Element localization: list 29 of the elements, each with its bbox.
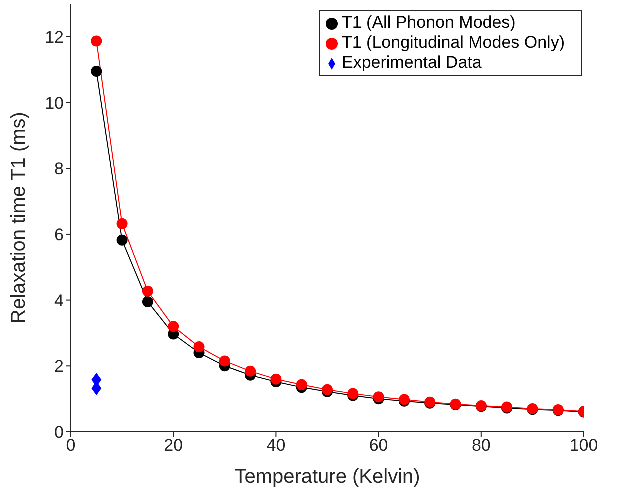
x-tick-label: 60	[369, 436, 388, 456]
y-tick-label: 12	[45, 28, 64, 47]
point	[116, 218, 128, 230]
point	[116, 234, 128, 246]
x-axis-title: Temperature (Kelvin)	[234, 466, 420, 488]
point	[142, 286, 154, 297]
legend-label: Experimental Data	[342, 53, 482, 72]
point	[142, 296, 154, 308]
point	[91, 36, 102, 47]
y-tick-label: 4	[54, 291, 64, 310]
legend-label: T1 (All Phonon Modes)	[342, 13, 516, 32]
x-tick-label: 100	[570, 436, 598, 456]
y-tick-label: 10	[45, 94, 64, 113]
y-axis-title: Relaxation time T1 (ms)	[8, 112, 30, 324]
x-tick-label: 40	[266, 436, 286, 456]
point	[91, 66, 102, 77]
y-tick-label: 8	[54, 160, 64, 179]
y-tick-label: 0	[54, 423, 64, 442]
legend-label: T1 (Longitudinal Modes Only)	[342, 33, 565, 52]
point	[219, 356, 230, 367]
x-tick-label: 20	[164, 436, 184, 456]
point	[245, 366, 256, 377]
y-tick-label: 6	[54, 225, 64, 244]
point	[270, 374, 282, 385]
point	[168, 321, 180, 332]
point	[194, 342, 205, 353]
point	[296, 379, 308, 390]
y-tick-label: 2	[54, 357, 64, 376]
x-tick-label: 80	[472, 436, 491, 456]
